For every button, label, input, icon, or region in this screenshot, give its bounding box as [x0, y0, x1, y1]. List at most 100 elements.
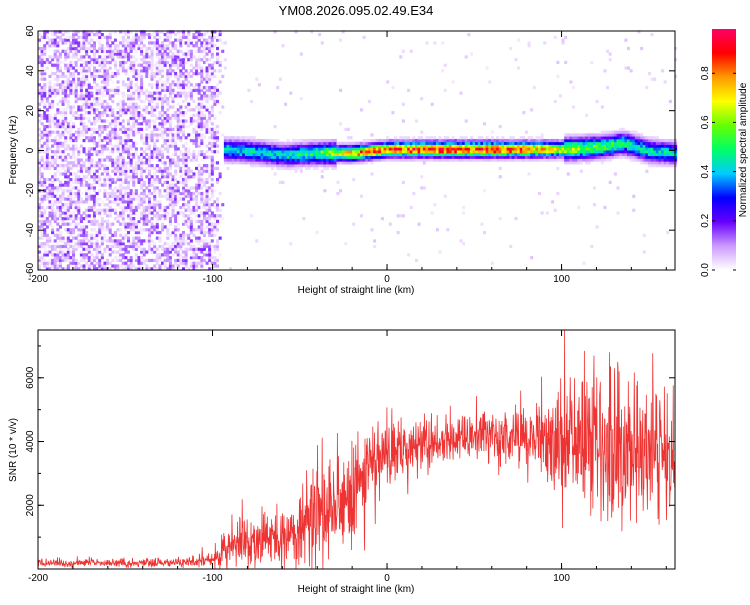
spectrogram-cell: [401, 158, 405, 162]
spectrogram-cell: [127, 136, 131, 140]
spectrogram-cell: [302, 152, 306, 157]
spectrogram-cell: [147, 191, 151, 196]
spectrogram-cell: [103, 177, 107, 182]
spectrogram-cell: [74, 180, 78, 184]
spectrogram-cell: [113, 197, 117, 201]
spectrogram-cell: [480, 138, 484, 143]
spectrogram-cell: [184, 41, 188, 45]
spectrogram-cell: [409, 155, 413, 159]
spectrogram-cell: [121, 253, 125, 257]
spectrogram-cell: [158, 72, 162, 76]
spectrogram-cell: [121, 236, 125, 240]
spectrogram-cell: [200, 230, 204, 235]
spectrogram-cell: [462, 158, 466, 162]
spectrogram-cell: [108, 186, 112, 190]
spectrogram-cell: [137, 258, 141, 263]
spectrogram-cell: [111, 130, 115, 134]
spectrogram-cell: [82, 161, 86, 165]
spectrogram-cell: [85, 197, 89, 201]
spectrogram-cell: [134, 152, 138, 157]
spectrogram-cell: [320, 141, 324, 145]
spectrogram-cell: [92, 211, 96, 215]
spectrogram-cell: [166, 35, 170, 39]
spectrogram-cell: [92, 99, 96, 104]
spectrogram-cell: [200, 150, 204, 154]
spectrogram-cell: [443, 144, 447, 148]
spectrogram-cell: [61, 38, 65, 42]
spectrogram-cell: [498, 166, 502, 171]
spectrogram-cell: [467, 155, 471, 159]
spectrogram-cell: [92, 136, 96, 140]
spectrogram-cell: [61, 222, 65, 226]
spectrogram-cell: [449, 138, 453, 143]
spectrogram-cell: [195, 197, 199, 201]
spectrogram-cell: [98, 228, 102, 232]
spectrogram-cell: [53, 94, 57, 98]
spectrogram-cell: [572, 138, 576, 143]
spectrogram-cell: [87, 264, 91, 268]
spectrogram-cell: [202, 133, 206, 137]
spectrogram-cell: [150, 55, 154, 59]
spectrogram-cell: [38, 38, 42, 42]
spectrogram-cell: [132, 247, 136, 251]
spectrogram-cell: [168, 233, 172, 237]
spectrogram-cell: [446, 155, 450, 159]
spectrogram-cell: [124, 144, 128, 148]
spectrogram-cell: [77, 133, 81, 137]
spectrogram-cell: [483, 150, 487, 154]
spectrogram-cell: [174, 236, 178, 240]
spectrogram-cell: [216, 197, 220, 201]
spectrogram-cell: [132, 66, 136, 70]
spectrogram-cell: [210, 256, 214, 260]
spectrogram-cell: [64, 30, 68, 34]
spectrogram-cell: [129, 200, 133, 204]
spectrogram-cell: [74, 172, 78, 176]
spectrogram-cell: [103, 138, 107, 143]
spectrogram-cell: [53, 77, 57, 81]
spectrogram-cell: [103, 49, 107, 53]
spectrogram-cell: [137, 242, 141, 246]
spectrogram-cell: [45, 141, 49, 145]
spectrogram-cell: [291, 144, 295, 148]
spectrogram-cell: [119, 136, 123, 140]
spectrogram-cell: [155, 55, 159, 59]
spectrogram-cell: [168, 116, 172, 120]
spectrogram-cell: [443, 136, 447, 140]
spectrogram-cell: [307, 138, 311, 143]
spectrogram-cell: [132, 113, 136, 118]
spectrogram-cell: [590, 133, 594, 137]
spectrogram-cell: [490, 136, 494, 140]
spectrogram-cell: [260, 150, 264, 154]
spectrogram-cell: [592, 152, 596, 157]
spectrogram-cell: [181, 127, 185, 131]
spectrogram-cell: [286, 152, 290, 157]
spectrogram-cell: [208, 63, 212, 67]
spectrogram-cell: [45, 164, 49, 168]
spectrogram-cell: [171, 46, 175, 51]
spectrogram-cell: [121, 63, 125, 67]
spectrogram-cell: [161, 99, 165, 104]
spectrogram-cell: [373, 147, 377, 151]
spectrogram-cell: [168, 158, 172, 162]
spectrogram-cell: [166, 85, 170, 90]
spectrogram-cell: [74, 158, 78, 162]
spectrogram-cell: [195, 219, 199, 223]
spectrogram-cell: [153, 63, 157, 67]
spectrogram-cell: [158, 85, 162, 90]
spectrogram-cell: [92, 85, 96, 90]
spectrogram-cell: [129, 225, 133, 229]
spectrogram-cell: [163, 164, 167, 168]
spectrogram-cell: [318, 147, 322, 151]
spectrogram-cell: [213, 256, 217, 260]
spectrogram-cell: [184, 52, 188, 56]
spectrogram-cell: [527, 147, 531, 151]
spectrogram-cell: [579, 136, 583, 140]
spectrogram-cell: [155, 105, 159, 109]
spectrogram-cell: [569, 133, 573, 137]
spectrogram-cell: [221, 41, 225, 45]
spectrogram-cell: [265, 164, 269, 168]
spectrogram-cell: [134, 191, 138, 196]
spectrogram-cell: [325, 152, 329, 157]
spectrogram-cell: [202, 205, 206, 210]
spectrogram-cell: [155, 169, 159, 173]
